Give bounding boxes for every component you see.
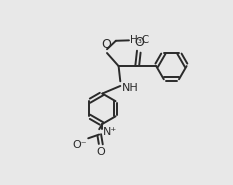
Text: H₃C: H₃C — [130, 35, 149, 45]
Text: O: O — [134, 36, 144, 49]
Text: NH: NH — [122, 83, 139, 93]
Text: N⁺: N⁺ — [103, 127, 117, 137]
Text: O: O — [101, 38, 111, 51]
Text: O: O — [96, 147, 105, 157]
Text: O⁻: O⁻ — [73, 140, 87, 150]
